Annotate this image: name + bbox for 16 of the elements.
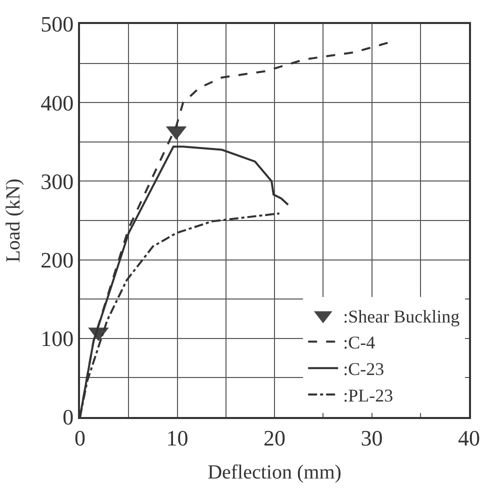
x-tick-label: 30 [360,425,383,450]
x-tick-label: 20 [264,425,286,450]
legend-label: :C-23 [343,359,384,380]
y-tick-label: 100 [40,326,74,352]
y-tick-label: 200 [40,248,74,272]
legend-label: :PL-23 [343,385,394,406]
y-tick-label: 500 [40,12,74,37]
x-tick-label: 40 [458,425,480,450]
legend-label: :Shear Buckling [343,306,460,326]
legend-label: :C-4 [343,332,376,353]
x-axis-title: Deflection (mm) [208,461,342,484]
y-tick-label: 0 [62,404,74,430]
y-tick-label: 300 [40,168,74,194]
y-axis-title: Load (kN) [2,178,25,262]
x-tick-label: 10 [166,425,188,450]
y-tick-label: 400 [40,90,74,116]
